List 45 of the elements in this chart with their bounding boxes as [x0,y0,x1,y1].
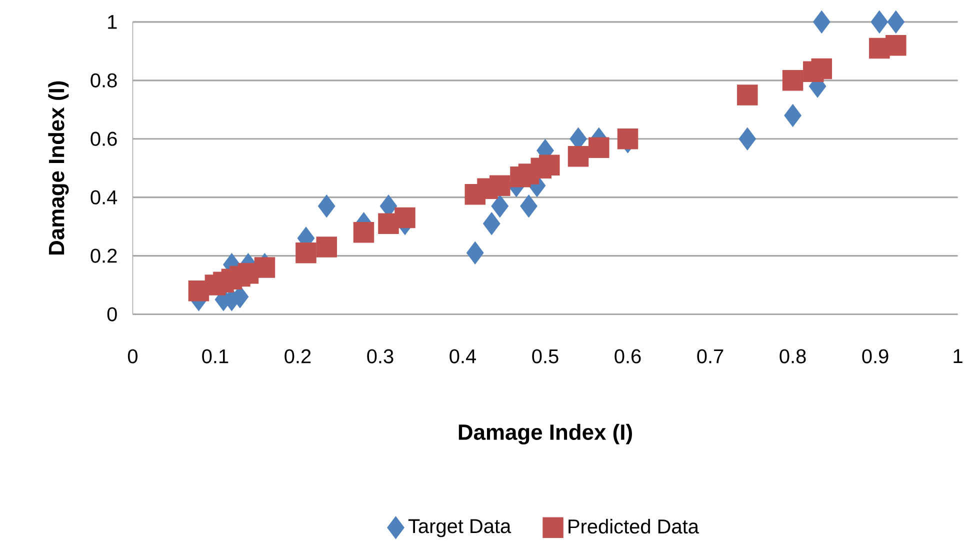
x-tick-label: 0.7 [697,349,724,364]
point [886,35,906,56]
legend-label: Predicted Data [568,519,699,534]
point [738,128,756,150]
point [254,257,276,278]
point [491,194,508,218]
point [538,154,560,176]
x-tick-label: 0.6 [614,349,641,364]
legend-label: Target Data [408,519,512,538]
point [737,84,758,106]
x-axis-title: Damage Index (I) [458,424,632,445]
x-tick-label: 0 [128,349,138,364]
x-tick-label: 1 [954,349,962,364]
point [520,194,538,218]
point [784,104,802,127]
point [568,146,589,167]
y-tick-label: 1 [108,15,117,29]
y-axis-title: Damage Index (I) [48,82,69,255]
point [887,10,905,34]
point [811,58,832,80]
point [617,128,638,150]
x-tick-label: 0.5 [532,349,558,364]
y-tick-label: 0.4 [90,190,118,205]
point [813,10,830,34]
point [588,137,610,158]
point [316,236,337,258]
y-tick-label: 0.8 [90,73,117,88]
x-tick-label: 0.3 [367,349,394,364]
x-tick-label: 0.2 [284,349,311,364]
x-tick-label: 0.9 [862,349,888,364]
x-tick-label: 0.4 [450,349,476,364]
point [489,175,510,196]
point [870,10,888,34]
point [466,242,484,264]
x-tick-label: 0.8 [780,349,806,364]
point [782,70,804,91]
y-tick-label: 0 [107,307,117,322]
y-tick-label: 0.2 [90,248,117,263]
point [318,194,336,218]
point [296,242,316,264]
point [353,222,374,243]
x-tick-label: 0.1 [202,349,228,364]
point [394,208,416,228]
point [482,212,500,236]
y-tick-label: 0.6 [90,132,117,146]
